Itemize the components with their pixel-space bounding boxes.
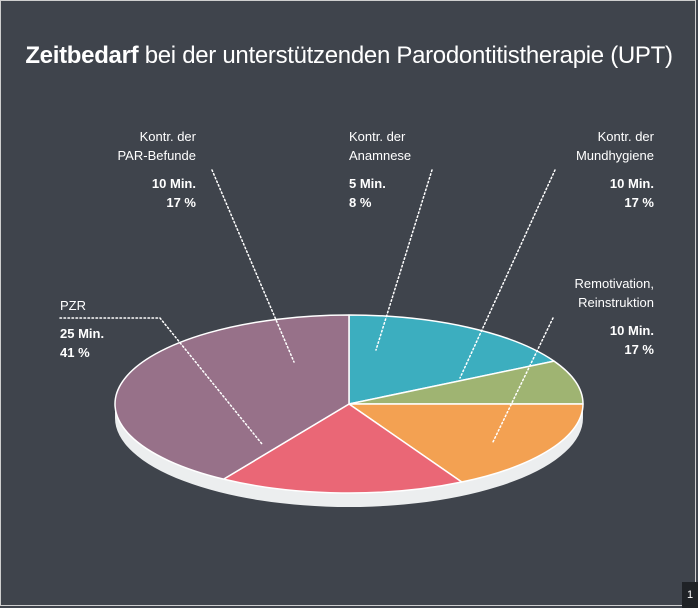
label-befunde: Kontr. der PAR-Befunde 10 Min. 17 % xyxy=(117,127,196,212)
label-befunde-line-1: Kontr. der xyxy=(139,129,196,144)
label-befunde-line-2: PAR-Befunde xyxy=(117,148,196,163)
page-number: 1 xyxy=(682,582,698,608)
label-pzr-line-1: PZR xyxy=(60,298,86,313)
label-remotivation-line-1: Remotivation, xyxy=(574,276,654,291)
label-befunde-percent: 17 % xyxy=(166,195,196,210)
label-mundhygiene-line-2: Mundhygiene xyxy=(575,148,654,163)
label-pzr-minutes: 25 Min. xyxy=(60,326,105,341)
label-anamnese-percent: 8 % xyxy=(349,195,372,210)
label-befunde-minutes: 10 Min. xyxy=(151,176,196,191)
label-pzr-percent: 41 % xyxy=(60,345,90,360)
leader-line-remotivation xyxy=(491,317,554,445)
label-remotivation: Remotivation, Reinstruktion 10 Min. 17 % xyxy=(575,274,654,359)
label-mundhygiene: Kontr. der Mundhygiene 10 Min. 17 % xyxy=(576,127,654,212)
leader-line-pzr xyxy=(59,317,263,445)
label-remotivation-minutes: 10 Min. xyxy=(609,323,654,338)
label-anamnese-minutes: 5 Min. xyxy=(349,176,386,191)
label-pzr: PZR 25 Min. 41 % xyxy=(60,296,104,362)
label-anamnese-line-1: Kontr. der xyxy=(349,129,406,144)
label-mundhygiene-minutes: 10 Min. xyxy=(609,176,654,191)
label-mundhygiene-line-1: Kontr. der xyxy=(597,129,654,144)
pie-slice-pzr xyxy=(114,314,350,480)
label-anamnese-line-2: Anamnese xyxy=(349,148,412,163)
label-anamnese: Kontr. der Anamnese 5 Min. 8 % xyxy=(349,127,411,212)
leader-line-mundhygiene xyxy=(459,169,556,379)
label-remotivation-percent: 17 % xyxy=(624,342,654,357)
leader-line-anamnese xyxy=(375,169,433,351)
pie-slice-mundhygiene xyxy=(348,403,584,483)
pie-slice-befunde xyxy=(348,314,555,405)
label-mundhygiene-percent: 17 % xyxy=(624,195,654,210)
label-remotivation-line-2: Reinstruktion xyxy=(578,295,654,310)
leader-line-befunde xyxy=(211,169,295,363)
pie-slice-remotivation xyxy=(222,403,463,494)
chart-title: Zeitbedarf bei der unterstützenden Parod… xyxy=(0,42,698,70)
chart-title-bold: Zeitbedarf xyxy=(25,42,139,69)
chart-title-rest: bei der unterstützenden Parodontitisther… xyxy=(138,42,673,69)
pie-slice-anamnese xyxy=(348,360,584,405)
